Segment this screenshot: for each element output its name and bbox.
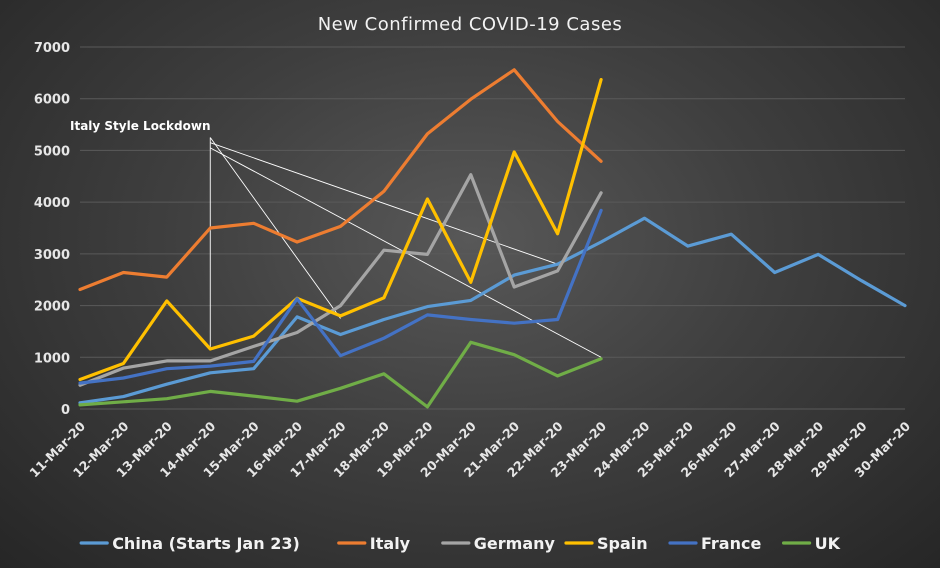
series-line-uk bbox=[78, 340, 603, 409]
series-line-china-starts-jan-23 bbox=[78, 216, 907, 405]
y-tick-label: 5000 bbox=[34, 144, 70, 159]
annotation-arrow bbox=[209, 137, 341, 319]
series-line-spain bbox=[78, 78, 603, 382]
y-tick-label: 3000 bbox=[34, 248, 70, 263]
y-tick-label: 1000 bbox=[34, 351, 70, 366]
legend-entry: Spain bbox=[597, 534, 648, 553]
y-tick-label: 6000 bbox=[34, 93, 70, 108]
y-tick-label: 2000 bbox=[34, 300, 70, 315]
legend-entry: China (Starts Jan 23) bbox=[112, 534, 300, 553]
chart-title: New Confirmed COVID-19 Cases bbox=[318, 14, 623, 35]
series-line-italy bbox=[78, 68, 603, 292]
legend-entry: Italy bbox=[370, 534, 411, 553]
annotation-label: Italy Style Lockdown bbox=[70, 119, 211, 133]
legend-entry: France bbox=[701, 534, 761, 553]
series-line-germany bbox=[78, 173, 603, 387]
legend-entry: Germany bbox=[474, 534, 556, 553]
annotation-arrow bbox=[210, 142, 558, 265]
legend-entry: UK bbox=[815, 534, 841, 553]
y-tick-label: 4000 bbox=[34, 196, 70, 211]
y-tick-label: 7000 bbox=[34, 41, 70, 56]
y-tick-label: 0 bbox=[61, 403, 70, 418]
series-line-france bbox=[78, 208, 603, 385]
